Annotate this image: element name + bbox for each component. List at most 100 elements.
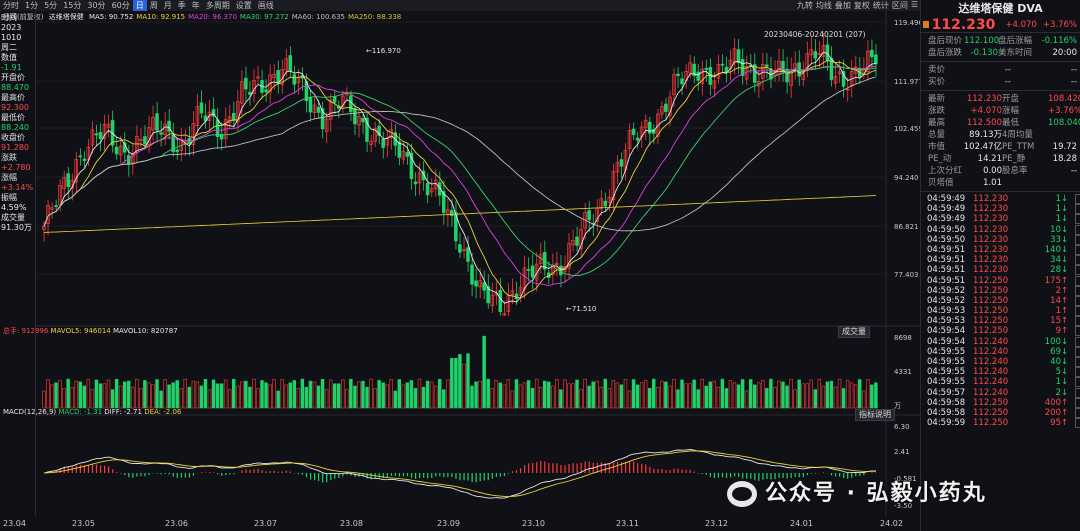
- stock-name-label: 达维塔保健: [48, 13, 84, 21]
- price-tick-label: 102.459: [894, 125, 920, 133]
- candle-body: [534, 263, 539, 281]
- volume-bar: [514, 379, 519, 409]
- ma-legend-item: MA20: 96.370: [188, 13, 237, 21]
- toolbar-button[interactable]: 区间: [891, 1, 908, 10]
- period-tab[interactable]: 画线: [257, 1, 274, 10]
- candle-body: [704, 68, 709, 70]
- candle-body: [409, 152, 414, 180]
- period-tab[interactable]: 月: [163, 1, 172, 10]
- candle-body: [199, 102, 204, 114]
- candle-body: [837, 71, 842, 75]
- tick-flag-icon: [1075, 397, 1080, 408]
- stat-row: 上次分红 0.00 股息率 --: [928, 166, 1077, 176]
- date-range-label[interactable]: 20230406-20240201 (207): [764, 30, 866, 39]
- volume-bar: [534, 378, 539, 409]
- info-line: 1010: [1, 33, 22, 42]
- watermark: 公众号 · 弘毅小药丸: [727, 475, 987, 507]
- candle-body: [357, 116, 361, 126]
- toolbar-button[interactable]: 叠加: [834, 1, 851, 10]
- candle-body: [365, 117, 369, 142]
- volume-bar: [232, 378, 236, 409]
- volume-bar: [526, 380, 531, 409]
- tick-row: 04:59:59 112.250 95 ↑: [921, 418, 1080, 429]
- candle-body: [417, 172, 422, 184]
- arrow-down-icon: ↓: [1061, 204, 1069, 215]
- candle-body: [155, 113, 159, 131]
- period-tab[interactable]: 日: [132, 0, 147, 11]
- candle-body: [478, 280, 482, 288]
- candle-body: [195, 106, 200, 127]
- volume-bar: [498, 382, 503, 409]
- candle-body: [312, 104, 317, 113]
- volume-indicator-button[interactable]: 成交量: [838, 326, 870, 338]
- order-book-row: 卖价 -- --: [928, 65, 1077, 75]
- candle-body: [688, 62, 692, 74]
- toolbar-button[interactable]: 复权: [853, 1, 870, 10]
- volume-bar: [627, 390, 632, 409]
- candle-body: [167, 120, 171, 132]
- toolbar-button[interactable]: 均线: [815, 1, 832, 10]
- volume-bar: [542, 380, 547, 409]
- period-tab[interactable]: 15分: [63, 1, 82, 10]
- period-tab[interactable]: 1分: [25, 1, 39, 10]
- tick-flag-icon: [1075, 295, 1080, 306]
- period-tab[interactable]: 多周期: [205, 1, 230, 10]
- info-line: 时间: [1, 13, 17, 22]
- info-line: 振幅: [1, 193, 17, 202]
- volume-bar: [357, 381, 361, 409]
- volume-bar: [744, 390, 749, 409]
- period-tab[interactable]: 60分: [111, 1, 130, 10]
- info-line: 收盘价: [1, 133, 25, 142]
- info-line: 涨幅: [1, 173, 17, 182]
- tick-row: 04:59:51 112.230 140 ↓: [921, 244, 1080, 255]
- volume-bar: [365, 386, 369, 409]
- candle-body: [429, 188, 434, 193]
- indicator-help-button[interactable]: 指标说明: [855, 409, 895, 421]
- volume-bar: [127, 380, 131, 409]
- candle-body: [635, 137, 640, 141]
- period-tab[interactable]: 分时: [3, 1, 19, 10]
- info-line: 88.470: [1, 83, 29, 92]
- arrow-down-icon: ↓: [1061, 346, 1069, 357]
- volume-bar: [296, 388, 301, 409]
- candle-body: [151, 117, 155, 131]
- toolbar-button[interactable]: ☰: [910, 0, 918, 9]
- volume-bar: [547, 381, 551, 409]
- period-tab[interactable]: 设置: [235, 1, 252, 10]
- volume-bar: [401, 384, 406, 409]
- volume-bar: [260, 380, 264, 409]
- macd-tick-label: -3.50: [894, 502, 912, 510]
- volume-bar: [482, 335, 486, 409]
- stat-row: 贝塔值 1.01: [928, 178, 1002, 188]
- candle-body: [720, 63, 725, 66]
- macd-diff-line: [43, 449, 876, 499]
- volume-bar: [151, 384, 155, 409]
- candle-body: [571, 240, 575, 246]
- candle-body: [482, 282, 486, 291]
- period-tab[interactable]: 30分: [87, 1, 106, 10]
- candle-body: [207, 111, 212, 122]
- candle-body: [809, 49, 814, 56]
- candle-body: [627, 130, 632, 149]
- candle-body: [551, 264, 555, 276]
- candle-body: [139, 139, 143, 141]
- volume-bar: [191, 380, 196, 409]
- info-line: 92.300: [1, 103, 29, 112]
- kline-chart[interactable]: 119.496 111.977 102.459 94.240 86.821 77.403 ←…: [36, 11, 920, 516]
- period-tab[interactable]: 季: [177, 1, 186, 10]
- period-tab[interactable]: 5分: [44, 1, 58, 10]
- volume-bar: [704, 385, 708, 409]
- candle-body: [353, 108, 357, 125]
- period-tab[interactable]: 周: [149, 1, 158, 10]
- period-tab[interactable]: 年: [191, 1, 200, 10]
- toolbar-button[interactable]: 九转: [796, 1, 813, 10]
- volume-bar: [373, 388, 377, 409]
- volume-bar: [82, 385, 87, 409]
- toolbar-button[interactable]: 统计: [872, 1, 889, 10]
- candle-body: [114, 146, 119, 155]
- volume-bar: [567, 383, 571, 409]
- volume-bar: [829, 380, 834, 409]
- date-tick-label: 23.05: [72, 519, 95, 528]
- volume-bar: [684, 383, 688, 409]
- date-tick-label: 23.06: [165, 519, 188, 528]
